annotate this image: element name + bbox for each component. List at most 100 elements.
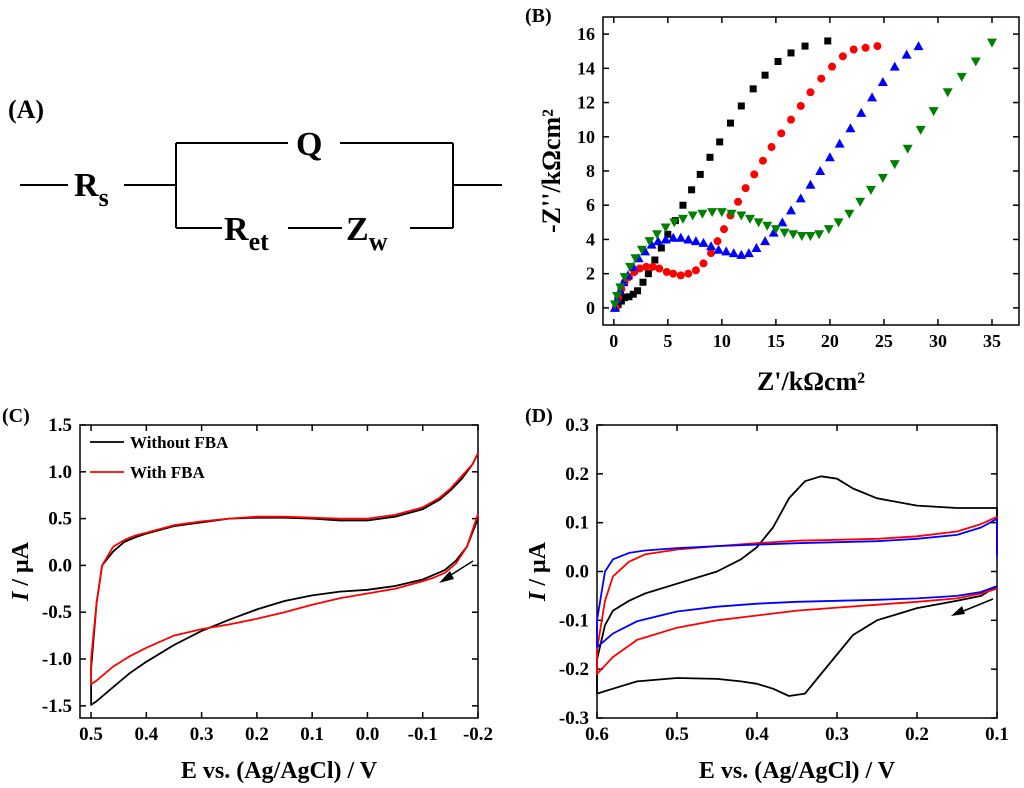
y-tick-label-d: 0.2 [565,464,589,485]
x-axis-label-d: E vs. (Ag/AgCl) / V [699,758,896,784]
series-line-d-red [596,515,998,675]
data-point-b-green-inverted-triangles [889,160,900,170]
x-tick-label-d: 0.1 [985,724,1009,745]
data-point-b-blue-triangles [721,246,732,256]
data-point-b-green-inverted-triangles [942,88,953,98]
data-point-b-green-inverted-triangles [744,214,755,224]
x-tick-label-b: 25 [875,331,893,351]
panel-b: (B) 0 5 10 15 20 25 30 35 0 2 4 6 8 10 12 14 16 Z'/kΩcm² -… [525,5,1020,396]
data-point-b-black-squares [644,270,652,278]
data-point-b-black-squares [664,230,672,238]
y-tick-label-d: 0.3 [565,415,589,436]
data-point-b-green-inverted-triangles [677,214,688,224]
y-tick-label-c: 0.0 [48,555,72,576]
data-point-b-green-inverted-triangles [609,300,620,310]
data-point-b-blue-triangles [675,232,686,242]
x-tick-label-c: -0.2 [463,724,493,745]
data-point-b-black-squares [737,102,745,110]
y-tick-label-b: 10 [577,127,595,147]
x-tick-label-d: 0.5 [665,724,689,745]
data-point-b-blue-triangles [668,232,679,242]
data-point-b-red-circles [691,266,700,275]
x-tick-label-c: 0.4 [134,724,158,745]
data-point-b-red-circles [796,101,805,110]
data-point-b-green-inverted-triangles [770,225,781,235]
legend-label-c: With FBA [130,463,206,482]
data-point-b-blue-triangles [815,166,826,175]
series-line-c-with-fba [90,452,479,686]
data-point-b-black-squares [639,278,647,286]
y-tick-label-d: -0.3 [559,708,589,729]
scan-arrow-head-d [951,606,965,616]
data-point-b-green-inverted-triangles [805,232,816,242]
data-point-b-black-squares [824,37,832,45]
data-point-b-red-circles [806,88,815,97]
panel-a: (A) Rs Q Ret Zw [8,95,502,256]
data-point-b-blue-triangles [653,236,664,246]
data-point-b-green-inverted-triangles [788,230,799,240]
data-point-b-blue-triangles [856,107,867,117]
data-point-b-black-squares [801,42,809,50]
x-tick-label-c: 0.1 [300,724,324,745]
data-point-b-blue-triangles [760,236,771,246]
data-point-b-green-inverted-triangles [855,197,866,207]
x-axis-label-b: Z'/kΩcm² [757,367,865,396]
rs-main: R [74,167,99,204]
zw-sub: w [369,227,388,256]
data-point-b-red-circles [662,267,671,276]
x-tick-label-d: 0.3 [825,724,849,745]
x-tick-label-b: 15 [767,331,785,351]
data-point-b-black-squares [696,170,704,178]
x-tick-label-b: 10 [713,331,731,351]
series-line-d-black [596,475,998,697]
data-point-b-red-circles [838,52,847,61]
panel-d-label: (D) [525,405,553,427]
panel-a-label: (A) [8,95,44,124]
y-tick-label-b: 16 [577,24,595,44]
data-point-b-red-circles [648,262,657,271]
data-point-b-green-inverted-triangles [956,72,967,82]
data-point-b-green-inverted-triangles [986,38,997,48]
data-point-b-black-squares [787,49,795,57]
data-point-b-red-circles [758,156,767,165]
data-point-b-red-circles [787,115,796,124]
data-point-b-green-inverted-triangles [660,223,671,233]
data-point-b-red-circles [707,249,716,258]
data-point-b-blue-triangles [777,217,788,227]
x-tick-label-c: 0.5 [79,724,103,745]
data-point-b-blue-triangles [867,92,878,102]
y-tick-label-b: 8 [586,161,595,181]
circuit-zw: Zw [346,211,388,256]
y-tick-label-d: 0.0 [565,562,589,583]
data-point-b-green-inverted-triangles [687,211,698,221]
data-point-b-green-inverted-triangles [902,144,913,154]
data-point-b-red-circles [828,62,837,71]
data-point-b-green-inverted-triangles [915,125,926,135]
y-tick-label-b: 6 [586,195,595,215]
data-point-b-red-circles [642,262,651,271]
data-point-b-blue-triangles [824,152,835,162]
chart-d: 0.6 0.5 0.4 0.3 0.2 0.1 -0.3 -0.2 -0.1 0.0 0.1 0.2 0… [525,415,1009,784]
data-point-b-black-squares [657,244,665,252]
chart-b: 0 5 10 15 20 25 30 35 0 2 4 6 8 10 12 14 16 Z'/kΩcm² -Z''/… [537,16,1020,396]
x-tick-label-b: 5 [663,331,672,351]
circuit-ret: Ret [224,211,269,256]
x-tick-label-d: 0.6 [585,724,609,745]
data-point-b-green-inverted-triangles [707,208,718,218]
data-point-b-green-inverted-triangles [615,283,626,293]
x-tick-label-c: 0.3 [190,724,214,745]
data-point-b-green-inverted-triangles [612,291,623,301]
data-point-b-black-squares [625,293,633,301]
y-tick-label-d: -0.2 [559,659,589,680]
x-tick-label-c: -0.1 [408,724,438,745]
y-tick-label-b: 2 [586,264,595,284]
data-point-b-green-inverted-triangles [762,221,773,231]
data-point-b-red-circles [767,143,776,152]
data-point-b-green-inverted-triangles [753,218,764,228]
y-tick-label-d: 0.1 [565,513,589,534]
data-point-b-blue-triangles [736,249,747,259]
data-point-b-blue-triangles [834,138,845,148]
data-point-b-black-squares [634,287,642,295]
y-axis-label-b: -Z''/kΩcm² [537,109,566,233]
